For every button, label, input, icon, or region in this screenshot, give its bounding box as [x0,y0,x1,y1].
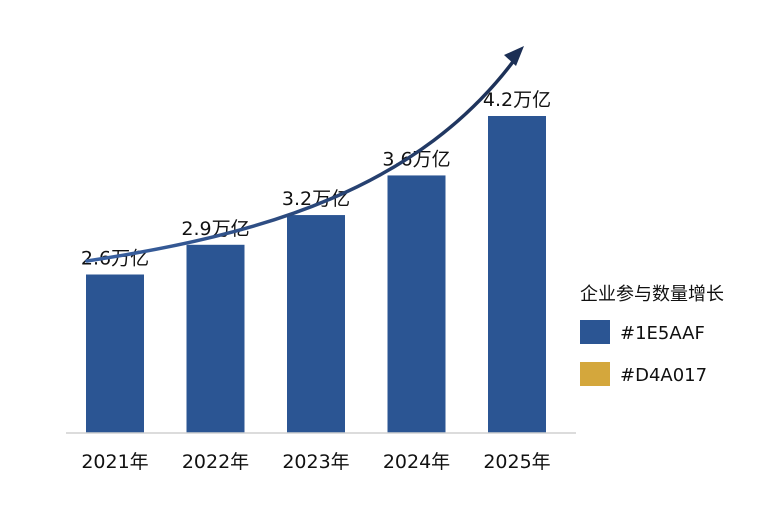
legend-items: #1E5AAF #D4A017 [580,320,707,386]
x-tick-label-4: 2025年 [483,451,550,473]
trend-arrow [85,53,520,263]
x-tick-label-1: 2022年 [182,451,249,473]
data-label-2: 3.2万亿 [282,188,350,210]
x-tick-label-3: 2024年 [383,451,450,473]
bar-4 [488,116,546,433]
legend-label-1: #D4A017 [620,365,707,386]
trend-arrow-head [504,46,524,66]
bar-1 [186,244,245,433]
bars-group [86,116,546,433]
bar-2 [287,215,345,433]
bar-3 [387,175,446,433]
legend: 企业参与数量增长 #1E5AAF #D4A017 [580,284,724,386]
bar-0 [86,274,144,433]
data-label-4: 4.2万亿 [483,89,551,111]
x-tick-labels-group: 2021年 2022年 2023年 2024年 2025年 [81,451,550,473]
legend-swatch-0 [580,320,610,344]
x-tick-label-0: 2021年 [81,451,148,473]
legend-swatch-1 [580,362,610,386]
x-tick-label-2: 2023年 [282,451,349,473]
legend-label-0: #1E5AAF [620,323,705,344]
data-label-1: 2.9万亿 [181,218,249,240]
legend-title: 企业参与数量增长 [580,284,724,305]
